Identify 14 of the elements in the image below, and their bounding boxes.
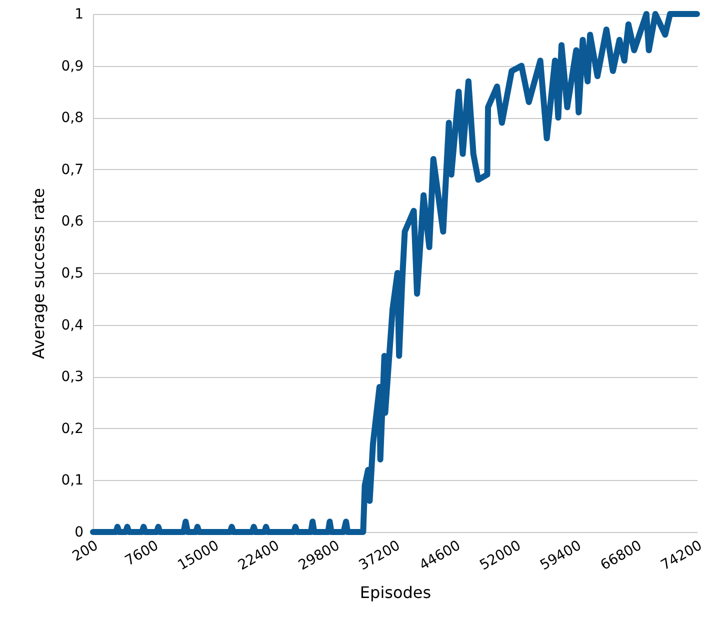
y-tick-label: 0,2 <box>61 420 84 437</box>
y-tick-label: 0,1 <box>61 472 84 489</box>
x-axis-title: Episodes <box>360 582 432 602</box>
y-tick-label: 1 <box>74 6 84 22</box>
x-tick-label: 200 <box>70 538 101 565</box>
y-tick-label: 0,7 <box>61 162 84 178</box>
y-tick-label: 0,9 <box>61 58 84 74</box>
y-tick-label: 0,5 <box>61 266 84 282</box>
y-tick-label: 0,8 <box>61 110 84 126</box>
y-tick-label: 0,4 <box>61 317 84 334</box>
y-tick-label: 0,6 <box>61 214 84 230</box>
y-tick-label: 0 <box>74 524 84 540</box>
y-tick-label: 0,3 <box>61 369 84 386</box>
y-axis-title: Average success rate <box>29 188 48 359</box>
